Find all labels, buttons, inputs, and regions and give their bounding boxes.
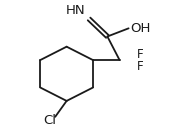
Text: F: F: [137, 60, 143, 73]
Text: Cl: Cl: [43, 114, 56, 127]
Text: HN: HN: [66, 4, 86, 17]
Text: F: F: [137, 47, 143, 61]
Text: OH: OH: [131, 22, 151, 35]
